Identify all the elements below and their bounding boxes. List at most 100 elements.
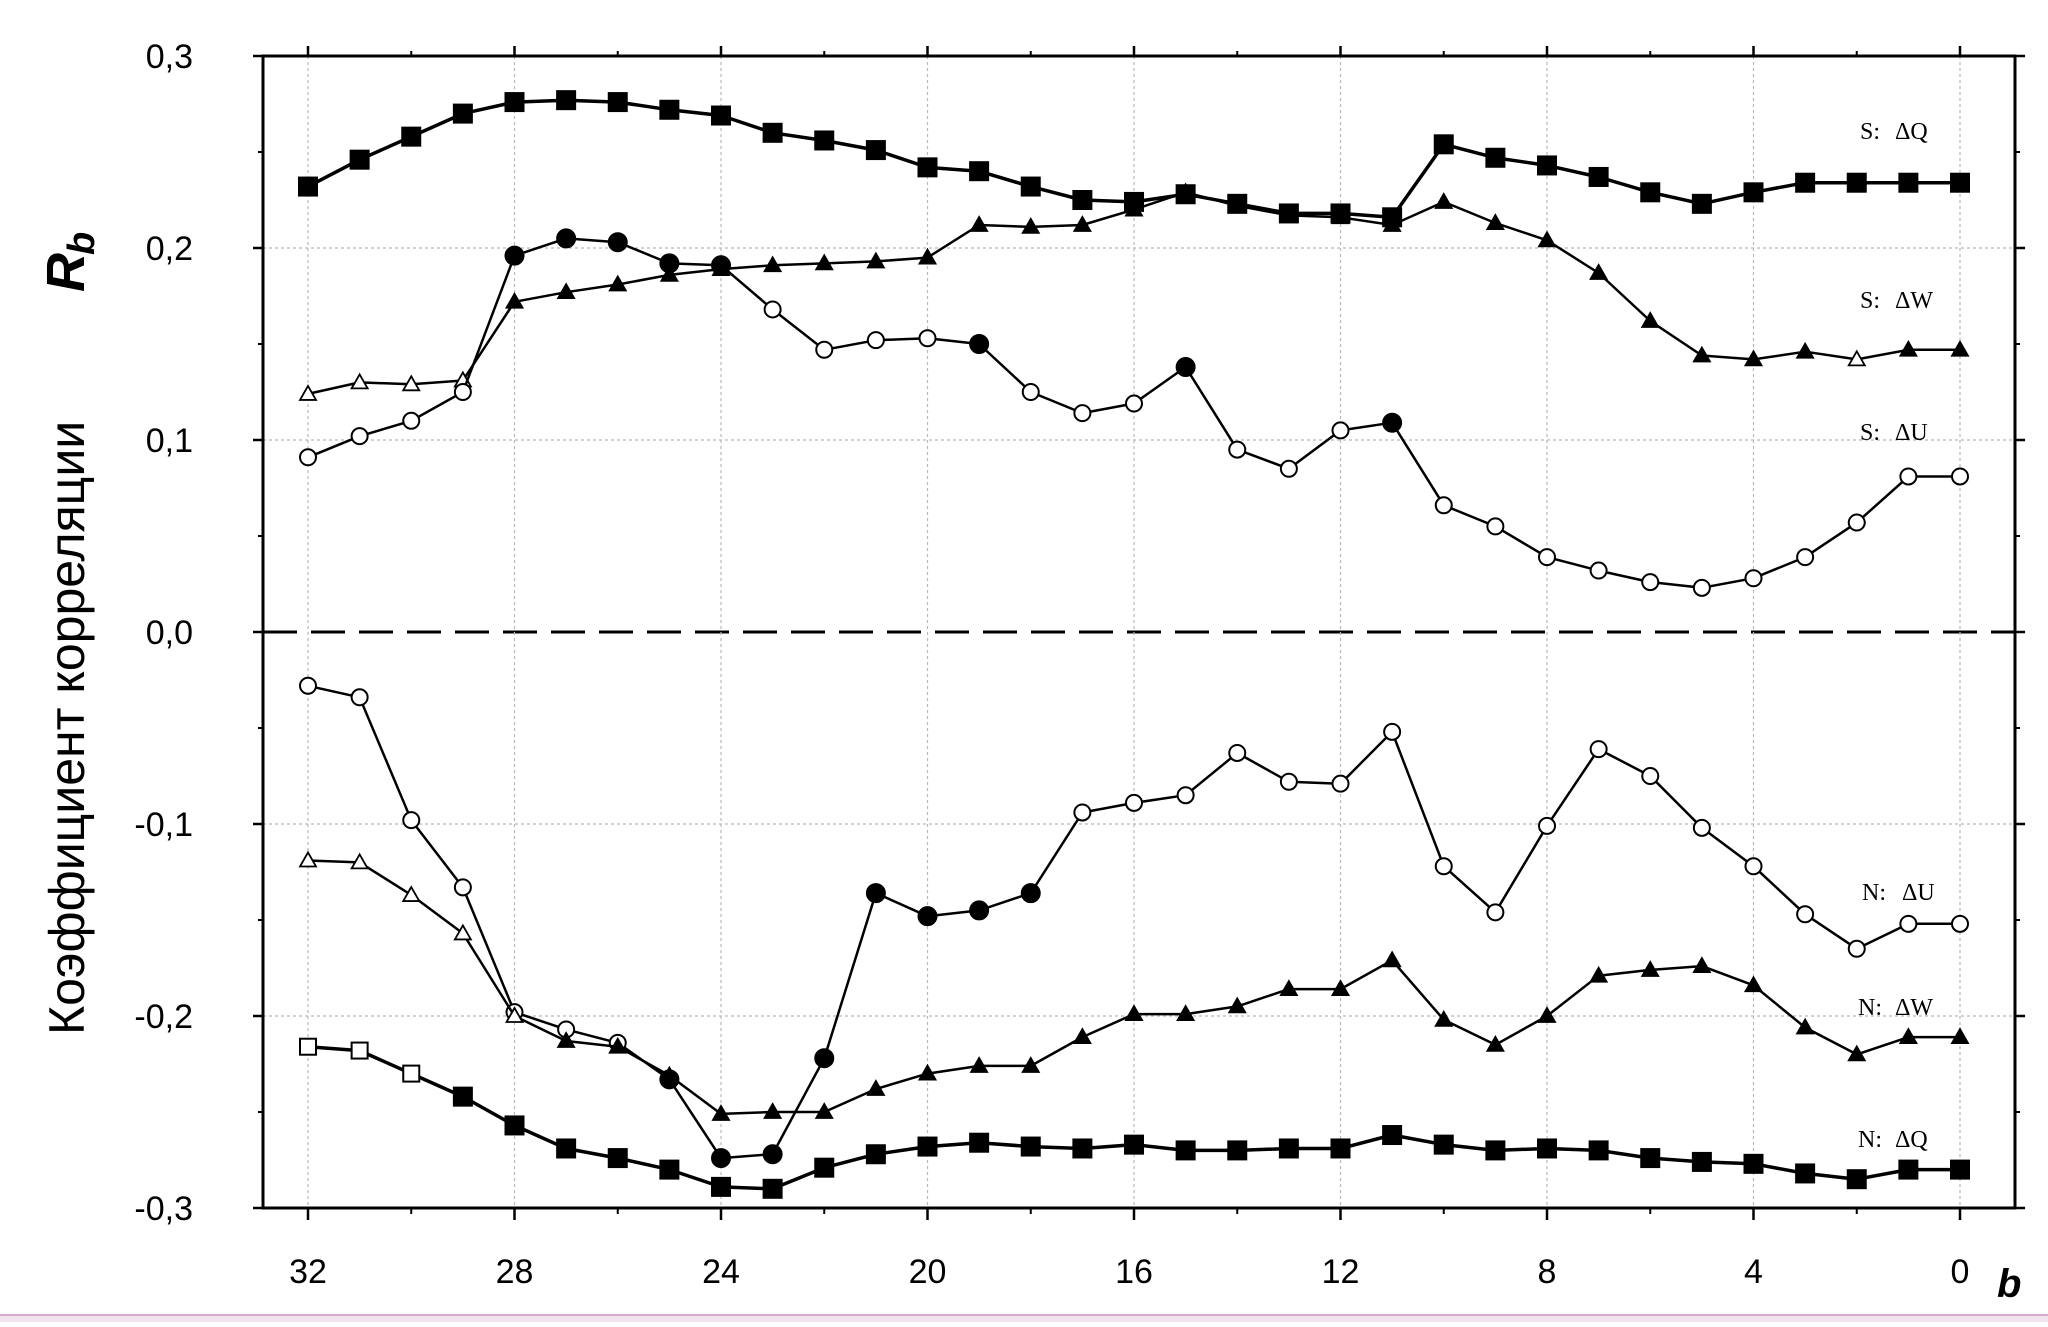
data-point-circle [1951, 914, 1969, 933]
series-3 [299, 676, 1969, 1169]
data-point-square [1795, 172, 1816, 193]
data-point-square [969, 1132, 990, 1153]
data-point-square [1950, 172, 1970, 193]
data-point-circle [1486, 517, 1505, 536]
data-point-circle [1899, 914, 1918, 933]
data-point-triangle [763, 1102, 783, 1119]
y-tick-label: 0,2 [146, 230, 193, 268]
series-label-n-du-prefix: N: [1862, 880, 1886, 906]
data-point-triangle [350, 372, 370, 390]
data-point-circle [453, 383, 472, 401]
data-point-triangle [608, 274, 628, 292]
data-point-circle [1796, 905, 1815, 924]
data-point-triangle [401, 374, 421, 392]
data-point-triangle [1485, 213, 1505, 230]
series-2 [299, 228, 1969, 597]
series-5 [299, 1037, 1970, 1199]
data-point-circle [1073, 404, 1092, 423]
data-point-square [1382, 1125, 1403, 1146]
y-axis-symbol: R [36, 253, 96, 292]
data-point-triangle [350, 852, 370, 870]
data-point-square [1588, 166, 1609, 187]
data-point-triangle [1847, 349, 1867, 367]
data-point-square [1278, 1138, 1299, 1159]
data-point-triangle [1279, 979, 1299, 997]
y-tick-label: 0,1 [146, 422, 193, 460]
data-point-circle [1538, 816, 1556, 835]
data-point-square [659, 1159, 680, 1180]
data-point-circle [762, 1144, 783, 1165]
data-point-circle [1744, 857, 1763, 876]
data-point-square [1898, 1159, 1919, 1180]
series-label-s-dw-prefix: S: [1860, 288, 1880, 314]
y-tick-label: -0,3 [134, 1190, 193, 1228]
data-point-square [762, 1178, 783, 1199]
data-point-square [1072, 190, 1093, 210]
data-point-circle [1383, 722, 1402, 741]
data-point-triangle [1382, 215, 1402, 232]
grid-layer [263, 56, 2015, 1208]
data-point-circle [504, 245, 525, 266]
data-point-square [1743, 1153, 1764, 1174]
data-point-triangle [1434, 1010, 1454, 1027]
data-point-triangle [1176, 182, 1196, 200]
data-point-triangle [763, 255, 783, 273]
data-point-circle [1434, 857, 1453, 876]
data-point-triangle [1072, 1027, 1092, 1045]
data-point-square [1846, 1169, 1867, 1190]
data-point-circle [1331, 774, 1350, 793]
data-point-triangle [1743, 975, 1764, 993]
data-point-square [556, 90, 577, 111]
data-point-triangle [1176, 1004, 1196, 1021]
data-point-triangle [298, 384, 318, 401]
data-point-triangle [659, 1065, 679, 1083]
data-point-triangle [969, 1056, 989, 1073]
series-1 [298, 182, 1970, 401]
data-point-circle [1228, 440, 1247, 459]
data-point-triangle [1795, 1017, 1815, 1035]
series-label-n-dq-prefix: N: [1858, 1127, 1882, 1153]
data-point-square [402, 1064, 421, 1083]
data-point-circle [299, 676, 317, 695]
series-label-n-du-name: ΔU [1902, 880, 1935, 906]
data-point-square [299, 1037, 317, 1056]
data-point-triangle [401, 885, 421, 902]
data-point-triangle [1434, 192, 1454, 209]
data-point-triangle [1692, 956, 1712, 973]
data-point-square [865, 1144, 886, 1165]
data-point-square [711, 1176, 731, 1197]
data-point-square [1691, 1151, 1712, 1172]
data-point-square [349, 149, 370, 170]
y-axis-title: Коэффициент корреляции [39, 421, 95, 1035]
data-point-triangle [504, 1006, 525, 1023]
data-point-triangle [1227, 996, 1247, 1014]
bottom-border-strip [0, 1314, 2048, 1322]
data-point-square [1485, 1140, 1506, 1161]
data-point-square [1433, 134, 1454, 155]
data-point-triangle [1640, 311, 1660, 328]
data-point-square [917, 1136, 938, 1157]
series-label-s-du-prefix: S: [1860, 420, 1880, 446]
data-point-circle [815, 340, 834, 359]
data-point-circle [763, 300, 782, 319]
data-point-square [504, 1115, 525, 1136]
data-point-circle [1641, 767, 1660, 785]
data-point-triangle [1795, 341, 1815, 359]
data-point-circle [607, 232, 628, 253]
data-point-circle [1021, 383, 1040, 401]
data-point-triangle [1485, 1034, 1505, 1052]
data-point-triangle [814, 253, 834, 271]
data-point-square [1020, 1136, 1041, 1157]
data-point-circle [866, 331, 885, 350]
data-point-circle [1175, 357, 1196, 378]
data-point-square [1950, 1159, 1970, 1180]
data-point-circle [659, 253, 680, 274]
data-point-square [401, 126, 422, 147]
data-point-square [452, 1086, 473, 1107]
data-point-square [659, 99, 680, 120]
data-point-square [814, 130, 835, 151]
data-point-triangle [1950, 1027, 1970, 1045]
data-point-square [1433, 1134, 1454, 1155]
data-point-triangle [608, 1036, 628, 1054]
